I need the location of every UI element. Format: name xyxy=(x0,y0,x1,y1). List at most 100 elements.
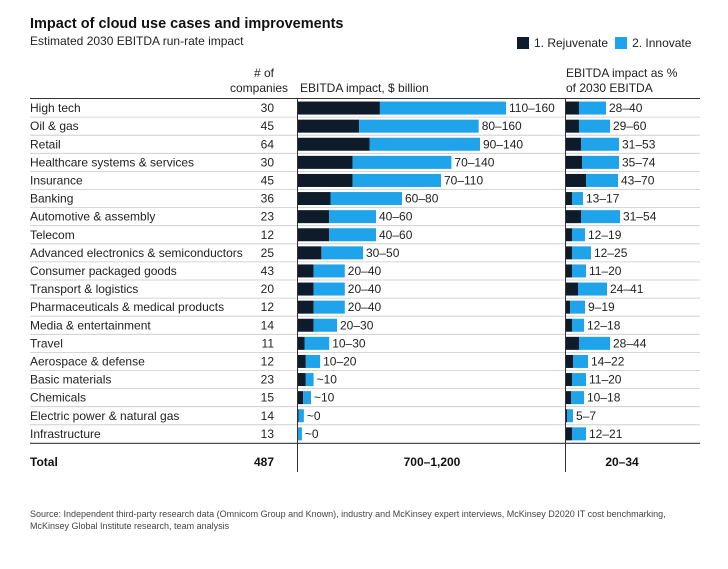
impact-bar-rejuvenate xyxy=(298,155,353,169)
impact-range-label: 60–80 xyxy=(405,192,439,206)
pct-bar-rejuvenate xyxy=(566,173,586,187)
pct-bar-rejuvenate xyxy=(566,318,572,332)
pct-bar-rejuvenate xyxy=(566,336,579,350)
companies-value: 64 xyxy=(261,137,275,151)
industry-label: Aerospace & defense xyxy=(30,354,145,368)
companies-header-line2: companies xyxy=(230,81,289,95)
impact-bar-rejuvenate xyxy=(298,391,304,405)
total-label: Total xyxy=(30,455,58,469)
impact-range-label: ~0 xyxy=(305,427,319,441)
pct-range-label: 29–60 xyxy=(613,119,647,133)
impact-bar-rejuvenate xyxy=(298,336,305,350)
pct-bar-innovate xyxy=(579,119,610,133)
industry-label: Media & entertainment xyxy=(30,318,151,332)
companies-header-line1: # of xyxy=(253,66,274,80)
pct-bar-innovate xyxy=(578,282,607,296)
total-companies: 487 xyxy=(254,455,274,469)
pct-range-label: 12–18 xyxy=(587,318,621,332)
impact-bar-rejuvenate xyxy=(298,228,330,242)
impact-bar-innovate xyxy=(305,354,321,368)
companies-value: 12 xyxy=(261,354,275,368)
industry-label: Healthcare systems & services xyxy=(30,155,194,169)
pct-bar-innovate xyxy=(572,228,585,242)
pct-bar-rejuvenate xyxy=(566,409,567,423)
pct-range-label: 5–7 xyxy=(576,409,596,423)
impact-range-label: 20–40 xyxy=(348,264,382,278)
companies-value: 25 xyxy=(261,246,275,260)
legend-item-innovate: 2. Innovate xyxy=(615,36,691,50)
pct-bar-rejuvenate xyxy=(566,391,571,405)
impact-range-label: 110–160 xyxy=(509,101,555,115)
pct-bar-rejuvenate xyxy=(566,264,572,278)
pct-bar-innovate xyxy=(586,173,618,187)
pct-bar-rejuvenate xyxy=(566,282,578,296)
pct-range-label: 11–20 xyxy=(589,264,622,278)
pct-bar-rejuvenate xyxy=(566,354,573,368)
impact-range-label: 90–140 xyxy=(483,137,523,151)
impact-bar-rejuvenate xyxy=(298,119,360,133)
impact-bar-rejuvenate xyxy=(298,373,306,387)
total-impact: 700–1,200 xyxy=(404,455,461,469)
pct-range-label: 12–25 xyxy=(594,246,628,260)
impact-bar-innovate xyxy=(379,101,506,115)
pct-bar-rejuvenate xyxy=(566,246,572,260)
companies-header: # of companies xyxy=(230,66,289,96)
industry-label: Insurance xyxy=(30,173,83,187)
companies-value: 45 xyxy=(261,119,275,133)
pct-range-label: 28–40 xyxy=(609,101,643,115)
impact-bar-innovate xyxy=(305,373,314,387)
chart-title: Impact of cloud use cases and improvemen… xyxy=(30,16,344,32)
pct-bar-innovate xyxy=(570,300,585,314)
source-note: Source: Independent third-party research… xyxy=(30,509,690,532)
impact-range-label: 10–30 xyxy=(332,336,366,350)
impact-bar-rejuvenate xyxy=(298,192,331,206)
pct-bar-innovate xyxy=(572,318,584,332)
industry-label: Infrastructure xyxy=(30,427,101,441)
total-pct: 20–34 xyxy=(605,455,639,469)
chart-subtitle: Estimated 2030 EBITDA run-rate impact xyxy=(30,34,244,48)
pct-header: EBITDA impact as % of 2030 EBITDA xyxy=(566,66,677,96)
impact-range-label: 70–110 xyxy=(444,173,483,187)
pct-bar-innovate xyxy=(573,354,588,368)
companies-value: 20 xyxy=(261,282,275,296)
pct-bar-innovate xyxy=(572,264,586,278)
pct-bar-innovate xyxy=(567,409,573,423)
pct-range-label: 43–70 xyxy=(621,173,655,187)
pct-bar-rejuvenate xyxy=(566,155,582,169)
companies-value: 30 xyxy=(261,101,275,115)
pct-bar-rejuvenate xyxy=(566,101,579,115)
pct-bar-rejuvenate xyxy=(566,192,572,206)
impact-bar-innovate xyxy=(329,228,376,242)
pct-header-line2: of 2030 EBITDA xyxy=(566,81,653,95)
pct-bar-innovate xyxy=(581,210,620,224)
impact-bar-innovate xyxy=(313,282,345,296)
pct-range-label: 31–53 xyxy=(622,137,656,151)
impact-range-label: ~10 xyxy=(314,391,335,405)
impact-bar-rejuvenate xyxy=(298,300,314,314)
impact-range-label: 20–40 xyxy=(348,300,382,314)
pct-bar-rejuvenate xyxy=(566,210,581,224)
industry-label: Telecom xyxy=(30,228,75,242)
industry-label: Basic materials xyxy=(30,373,111,387)
industry-label: Retail xyxy=(30,137,61,151)
pct-bar-innovate xyxy=(579,101,606,115)
impact-bar-innovate xyxy=(330,192,402,206)
companies-value: 13 xyxy=(261,427,275,441)
impact-bar-innovate xyxy=(303,391,311,405)
pct-bar-rejuvenate xyxy=(566,228,572,242)
pct-range-label: 14–22 xyxy=(591,354,625,368)
impact-bar-innovate xyxy=(321,246,363,260)
companies-value: 30 xyxy=(261,155,275,169)
industry-label: Chemicals xyxy=(30,391,86,405)
pct-range-label: 12–19 xyxy=(588,228,622,242)
industry-label: High tech xyxy=(30,101,81,115)
source-line-2: McKinsey Global Institute research, team… xyxy=(30,520,230,531)
impact-bar-rejuvenate xyxy=(298,264,314,278)
pct-range-label: 35–74 xyxy=(622,155,656,169)
impact-bar-innovate xyxy=(352,155,452,169)
impact-range-label: 40–60 xyxy=(379,228,413,242)
pct-header-line1: EBITDA impact as % xyxy=(566,66,678,80)
pct-bar-innovate xyxy=(582,155,619,169)
impact-range-label: 30–50 xyxy=(366,246,400,260)
impact-bar-rejuvenate xyxy=(298,282,314,296)
